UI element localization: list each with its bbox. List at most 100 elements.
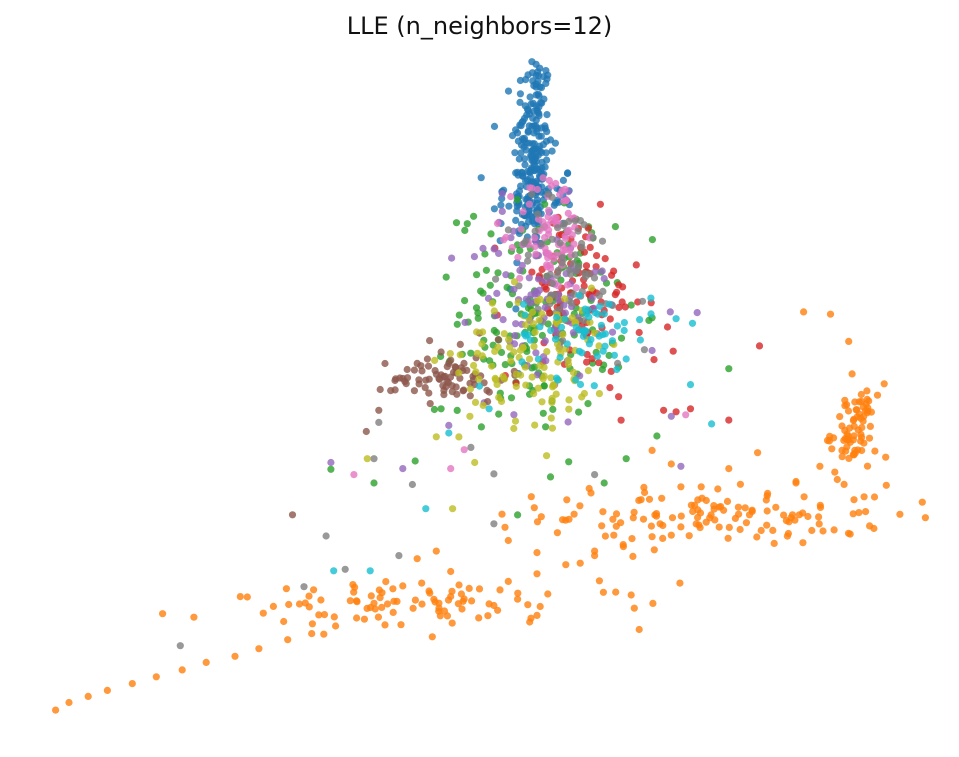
data-point [873,391,882,399]
data-point [473,271,481,279]
data-point [300,583,308,591]
data-point [598,522,606,530]
data-point [555,296,563,304]
data-point [418,600,426,608]
data-point [511,332,519,340]
data-point [510,278,519,286]
data-point [366,567,374,575]
data-point [413,555,421,563]
data-point [632,261,640,269]
data-point [531,242,539,251]
data-point [512,305,520,313]
data-point [677,512,685,520]
data-point [871,447,879,455]
data-point [865,434,874,442]
data-point [589,234,597,242]
data-point [500,330,508,338]
data-point [708,420,716,428]
data-point [688,319,697,327]
data-point [426,589,434,597]
data-point [435,604,443,612]
data-point [575,291,583,299]
data-point [521,155,529,163]
data-point [921,514,930,522]
data-point [522,76,530,84]
data-point [595,577,604,585]
data-point [724,534,732,542]
data-point [857,390,865,399]
data-point [444,596,453,604]
data-point [650,356,658,364]
data-point [526,184,534,192]
data-point [613,288,621,296]
data-point [512,370,520,378]
data-point [554,282,562,290]
data-point [284,636,292,644]
data-point [560,301,568,309]
data-point [534,305,542,313]
data-point [556,353,564,362]
data-point [593,252,601,260]
data-point [599,347,607,355]
data-point [595,292,603,300]
data-point [882,453,890,461]
data-point [455,311,463,319]
data-point [529,213,537,221]
data-point [507,357,515,365]
data-point [152,673,160,681]
data-point [564,209,572,217]
data-point [585,270,593,278]
data-point [487,230,495,238]
data-point [689,507,697,516]
data-point [475,614,483,622]
data-point [479,289,487,297]
series-1 [52,308,930,714]
data-point [668,514,677,522]
data-point [315,611,323,619]
data-point [470,253,478,261]
data-point [601,255,609,263]
data-point [745,511,754,519]
data-point [543,128,551,136]
data-point [471,398,480,406]
data-point [550,382,558,390]
data-point [455,433,463,441]
data-point [576,217,585,225]
data-point [576,559,584,567]
data-point [600,275,608,283]
data-point [495,393,503,401]
data-point [397,621,405,629]
data-point [403,365,411,374]
data-point [568,231,576,239]
data-point [617,334,626,342]
data-point [561,219,569,227]
data-point [621,303,629,311]
data-point [548,424,557,432]
data-point [431,598,439,606]
data-point [558,187,566,195]
data-point [556,239,564,247]
data-point [498,207,506,215]
data-point [554,266,562,275]
data-point [647,522,656,530]
data-point [159,610,167,618]
data-point [473,328,481,336]
data-point [612,588,620,596]
data-point [459,387,467,395]
data-point [320,630,328,638]
data-point [346,597,354,605]
data-point [565,396,573,404]
data-point [830,526,838,534]
data-point [524,251,532,259]
data-point [533,549,541,557]
data-point [463,220,471,228]
data-point [546,473,555,481]
data-point [686,405,695,413]
data-point [819,527,827,535]
data-point [557,323,566,331]
data-point [498,190,506,198]
data-point [259,609,267,617]
data-point [452,219,461,227]
data-point [650,546,658,554]
data-point [479,328,487,336]
